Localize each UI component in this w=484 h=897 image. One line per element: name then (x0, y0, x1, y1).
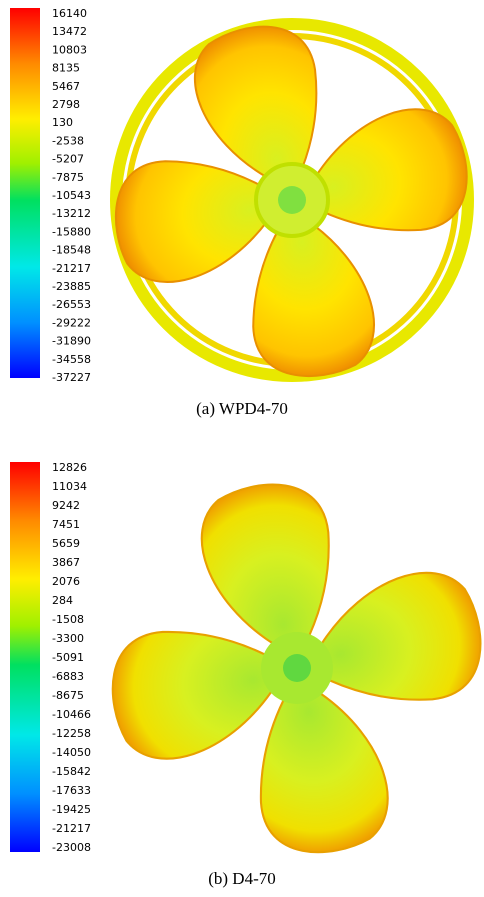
colorbar-label: -6883 (52, 670, 84, 683)
colorbar-label: -7875 (52, 171, 84, 184)
colorbar-label: -15880 (52, 225, 91, 238)
propeller-a (108, 14, 477, 384)
hub-center (278, 186, 306, 214)
colorbar-label: -29222 (52, 316, 91, 329)
caption: (a) WPD4-70 (196, 399, 288, 418)
propeller-b (103, 473, 484, 862)
colorbar-label: -2538 (52, 134, 84, 147)
colorbar-label: -5207 (52, 153, 84, 166)
blade (244, 685, 396, 862)
hub-center (283, 654, 311, 682)
colorbar-label: -37227 (52, 371, 91, 384)
colorbar-label: -3300 (52, 632, 84, 645)
colorbar-label: 5467 (52, 80, 80, 93)
colorbar (10, 462, 40, 852)
colorbar-label: -1508 (52, 613, 84, 626)
blade (103, 615, 280, 767)
colorbar (10, 8, 40, 378)
colorbar-label: 5659 (52, 537, 80, 550)
colorbar-label: -13212 (52, 207, 91, 220)
blade (312, 563, 484, 720)
colorbar-label: 11034 (52, 480, 87, 493)
colorbar-label: -12258 (52, 727, 91, 740)
colorbar-label: -21217 (52, 822, 91, 835)
colorbar-label: 3867 (52, 556, 80, 569)
colorbar-label: 2076 (52, 575, 80, 588)
colorbar-label: -23885 (52, 280, 91, 293)
colorbar-label: -19425 (52, 803, 91, 816)
colorbar-label: -17633 (52, 784, 91, 797)
colorbar-label: 2798 (52, 98, 80, 111)
blade (192, 473, 349, 653)
figure: 16140 13472 10803 8135 5467 2798 130 -2538 -5207… (0, 0, 484, 897)
colorbar-label: 284 (52, 594, 73, 607)
colorbar-label: -14050 (52, 746, 91, 759)
caption: (b) D4-70 (208, 869, 276, 888)
colorbar-label: 16140 (52, 7, 87, 20)
colorbar-label: -5091 (52, 651, 84, 664)
colorbar-label: 130 (52, 116, 73, 129)
colorbar-label: 12826 (52, 461, 87, 474)
colorbar-label: 10803 (52, 43, 87, 56)
colorbar-label: -10466 (52, 708, 91, 721)
colorbar-label: -26553 (52, 298, 91, 311)
colorbar-label: 13472 (52, 25, 87, 38)
colorbar-label: -15842 (52, 765, 91, 778)
colorbar-label: -18548 (52, 244, 91, 257)
colorbar-label: 7451 (52, 518, 80, 531)
colorbar-label: -8675 (52, 689, 84, 702)
colorbar-label: -10543 (52, 189, 91, 202)
colorbar-label: 9242 (52, 499, 80, 512)
colorbar-label: -23008 (52, 841, 91, 854)
colorbar-label: -21217 (52, 262, 91, 275)
colorbar-label: -34558 (52, 353, 91, 366)
colorbar-label: 8135 (52, 62, 80, 75)
colorbar-label: -31890 (52, 335, 91, 348)
